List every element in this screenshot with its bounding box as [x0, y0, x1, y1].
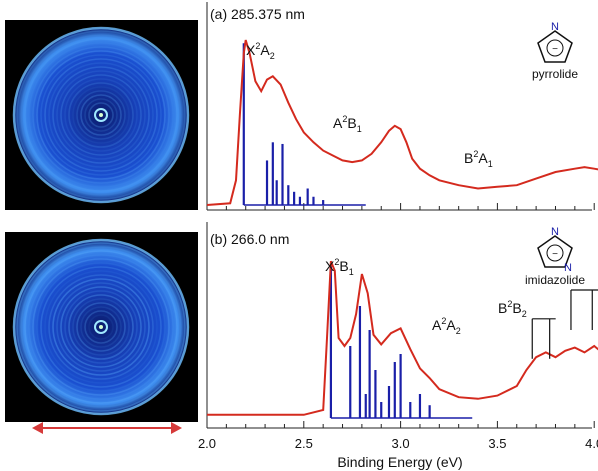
experimental-spectrum-a: [206, 39, 598, 206]
x-tick-label: 2.0: [198, 436, 216, 451]
band-label-a2a2: A2A2: [432, 316, 461, 336]
ring-charge: −: [552, 44, 558, 55]
experimental-spectrum-b: [207, 260, 598, 416]
panel-a-label: (a) 285.375 nm: [210, 6, 305, 22]
band-label-b2a1: B2A1: [464, 149, 493, 169]
vmi-rings-a: [12, 26, 190, 204]
band-label-x2a2: X2A2: [246, 41, 275, 61]
x-tick-label: 2.5: [295, 436, 313, 451]
ring-nitrogen: N: [551, 226, 559, 238]
vmi-image-b: [5, 232, 198, 422]
x-tick-label: 4.0: [585, 436, 598, 451]
assignment-combs: [531, 289, 598, 359]
imidazolide-structure: N N −: [537, 226, 573, 274]
panel-b-frame: [206, 222, 592, 429]
band-label-a2b1: A2B1: [333, 114, 362, 134]
panel-a-frame: [206, 2, 592, 211]
x-axis-label: Binding Energy (eV): [337, 454, 462, 470]
panel-b-label: (b) 266.0 nm: [210, 231, 289, 247]
simulation-sticks-b: [329, 266, 473, 419]
x-tick-labels: 2.02.53.03.54.04.5: [198, 436, 598, 451]
x-tick-label: 3.0: [392, 436, 410, 451]
simulation-sticks-a: [242, 43, 366, 206]
band-label-b2b2: B2B2: [498, 299, 527, 319]
panel-a-ticks: [206, 203, 595, 210]
laser-polarization-arrow: [32, 422, 182, 434]
ring-nitrogen: N: [564, 262, 572, 274]
molecule-name-a: pyrrolide: [532, 67, 578, 81]
molecule-name-b: imidazolide: [525, 273, 585, 287]
ring-charge: −: [552, 249, 558, 260]
vmi-image-a: [5, 20, 198, 210]
ring-nitrogen: N: [551, 21, 559, 33]
panel-b-ticks: [206, 421, 595, 428]
band-label-x2b1: X2B1: [325, 257, 354, 277]
x-tick-label: 3.5: [488, 436, 506, 451]
pyrrolide-structure: N −: [537, 21, 573, 63]
vmi-rings-b: [12, 238, 190, 416]
